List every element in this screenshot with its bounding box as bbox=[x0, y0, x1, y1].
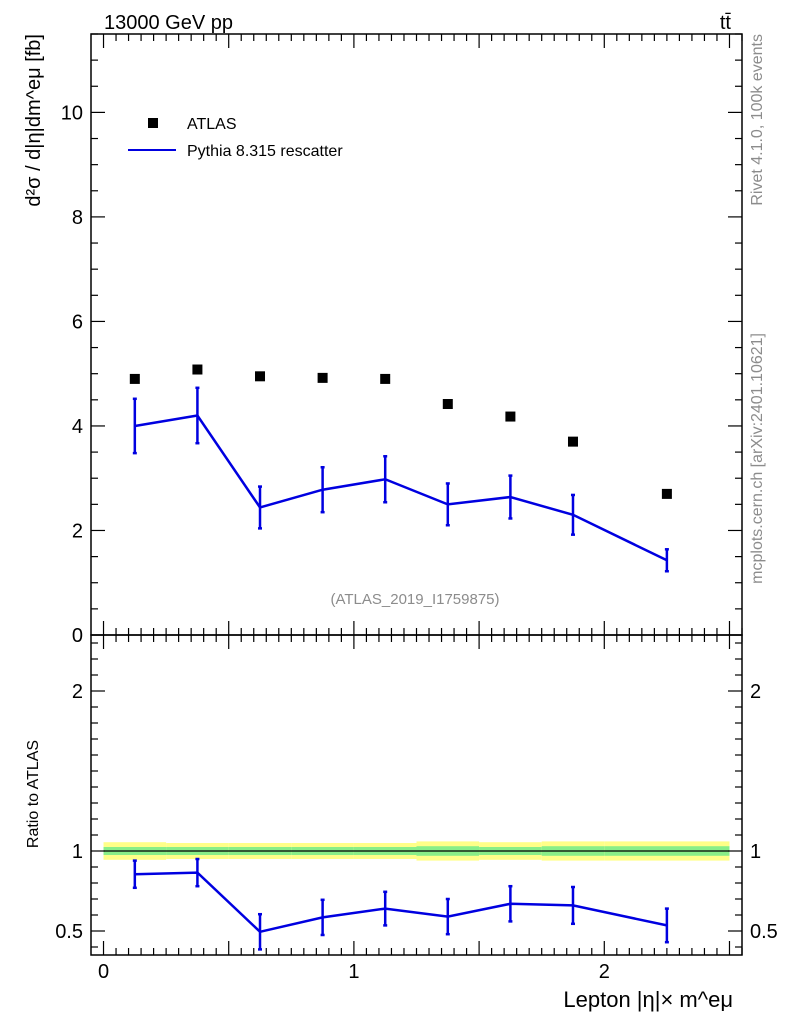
ratio-y-tick-label: 2 bbox=[72, 681, 83, 703]
ratio-y-tick-label-right: 1 bbox=[750, 841, 761, 863]
x-tick-label: 0 bbox=[98, 961, 109, 983]
mc-series-line bbox=[134, 414, 668, 562]
ratio-band bbox=[103, 841, 730, 861]
mcplots-label: mcplots.cern.ch [arXiv:2401.10621] bbox=[749, 333, 766, 584]
ratio-series-line bbox=[134, 871, 668, 934]
x-tick-label: 2 bbox=[599, 961, 610, 983]
atlas-data-point bbox=[192, 364, 203, 375]
ratio-y-tick-label-right: 0.5 bbox=[750, 921, 778, 943]
x-tick-label: 1 bbox=[348, 961, 359, 983]
atlas-data-point bbox=[661, 488, 672, 499]
analysis-label: (ATLAS_2019_I1759875) bbox=[330, 591, 499, 608]
legend-marker-atlas bbox=[148, 118, 158, 128]
main-ylabel: d²σ / d|η|dm^eμ [fb] bbox=[23, 34, 45, 207]
main-series bbox=[129, 364, 672, 573]
ratio-series bbox=[132, 857, 669, 951]
energy-label: 13000 GeV pp bbox=[104, 12, 233, 34]
atlas-data-point bbox=[317, 372, 328, 383]
ratio-y-tick-label: 0.5 bbox=[55, 921, 83, 943]
rivet-label: Rivet 4.1.0, 100k events bbox=[749, 34, 766, 206]
process-label: tt̄ bbox=[720, 12, 732, 34]
ratio-y-tick-label-right: 2 bbox=[750, 681, 761, 703]
main-y-tick-label: 0 bbox=[72, 625, 83, 647]
atlas-data-point bbox=[567, 436, 578, 447]
legend-label-atlas: ATLAS bbox=[187, 116, 237, 133]
main-y-tick-label: 2 bbox=[72, 520, 83, 542]
ratio-ylabel: Ratio to ATLAS bbox=[25, 740, 42, 848]
atlas-data-point bbox=[380, 373, 391, 384]
main-ylabel-text: d²σ / d|η|dm^eμ [fb] bbox=[23, 34, 45, 207]
atlas-data-point bbox=[255, 371, 266, 382]
atlas-data-point bbox=[505, 411, 516, 422]
legend: ATLAS Pythia 8.315 rescatter bbox=[128, 116, 343, 160]
atlas-data-point bbox=[442, 399, 453, 410]
x-axis-label: Lepton |η|× m^eμ bbox=[563, 987, 733, 1012]
main-y-tick-label: 10 bbox=[61, 102, 83, 124]
ratio-y-tick-label: 1 bbox=[72, 841, 83, 863]
legend-label-mc: Pythia 8.315 rescatter bbox=[187, 143, 343, 160]
main-y-tick-label: 6 bbox=[72, 311, 83, 333]
ratio-plot-frame bbox=[90, 634, 743, 956]
atlas-data-point bbox=[129, 373, 140, 384]
main-y-tick-label: 4 bbox=[72, 416, 83, 438]
main-y-tick-label: 8 bbox=[72, 207, 83, 229]
axes: 0 1 2 0 2 4 6 8 10 0.5 0.5 1 1 2 2 bbox=[55, 33, 778, 983]
